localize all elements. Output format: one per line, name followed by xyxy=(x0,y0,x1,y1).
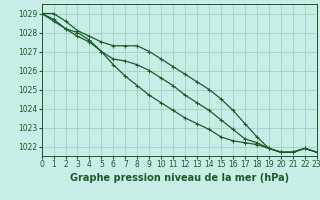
X-axis label: Graphe pression niveau de la mer (hPa): Graphe pression niveau de la mer (hPa) xyxy=(70,173,289,183)
